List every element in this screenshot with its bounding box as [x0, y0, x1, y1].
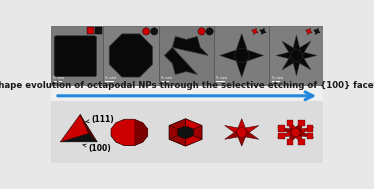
Polygon shape: [278, 129, 298, 137]
FancyBboxPatch shape: [298, 120, 305, 126]
Bar: [50, 101, 324, 163]
Text: Shape evolution of octapodal NPs through the selective etching of {100} facets: Shape evolution of octapodal NPs through…: [0, 81, 374, 90]
Text: 5 nm: 5 nm: [216, 76, 227, 80]
Polygon shape: [278, 128, 298, 135]
Polygon shape: [294, 129, 314, 137]
Circle shape: [291, 128, 300, 137]
Circle shape: [234, 48, 249, 63]
Text: (100): (100): [83, 144, 111, 153]
Polygon shape: [220, 48, 242, 63]
Polygon shape: [80, 114, 97, 142]
Circle shape: [237, 127, 247, 137]
Polygon shape: [313, 28, 320, 35]
Polygon shape: [293, 41, 311, 59]
FancyBboxPatch shape: [307, 125, 313, 132]
FancyBboxPatch shape: [287, 120, 293, 126]
Circle shape: [198, 28, 205, 35]
FancyBboxPatch shape: [54, 36, 96, 77]
Polygon shape: [169, 119, 186, 129]
Circle shape: [291, 50, 302, 61]
Polygon shape: [291, 121, 303, 134]
Polygon shape: [297, 50, 317, 61]
Polygon shape: [193, 126, 202, 139]
Polygon shape: [242, 48, 264, 63]
Polygon shape: [165, 36, 208, 74]
Polygon shape: [234, 34, 249, 55]
Polygon shape: [291, 35, 301, 55]
Bar: [50, 85, 324, 101]
Bar: [269, 26, 324, 85]
Circle shape: [142, 28, 150, 35]
Bar: [216, 81, 225, 82]
Polygon shape: [294, 128, 314, 135]
Polygon shape: [282, 41, 300, 59]
Circle shape: [150, 28, 158, 35]
Bar: [159, 26, 214, 85]
Polygon shape: [260, 28, 266, 35]
Polygon shape: [291, 131, 303, 144]
Bar: [103, 26, 159, 85]
FancyBboxPatch shape: [278, 133, 285, 139]
Polygon shape: [239, 129, 259, 139]
Polygon shape: [186, 119, 202, 129]
Polygon shape: [169, 136, 186, 146]
Polygon shape: [225, 129, 245, 139]
Polygon shape: [239, 125, 259, 136]
FancyBboxPatch shape: [307, 133, 313, 139]
Text: (111): (111): [86, 115, 114, 124]
FancyBboxPatch shape: [278, 125, 285, 132]
Polygon shape: [234, 55, 249, 77]
Bar: [272, 81, 280, 82]
Polygon shape: [111, 132, 148, 146]
Bar: [214, 26, 269, 85]
Polygon shape: [236, 132, 247, 146]
Polygon shape: [291, 55, 301, 76]
FancyBboxPatch shape: [298, 139, 305, 145]
Polygon shape: [236, 119, 247, 132]
Text: 5 nm: 5 nm: [105, 76, 116, 80]
Polygon shape: [186, 136, 202, 146]
Bar: [87, 27, 94, 34]
Text: 5 nm: 5 nm: [272, 76, 283, 80]
FancyBboxPatch shape: [287, 139, 293, 145]
Bar: [50, 26, 103, 85]
Polygon shape: [109, 34, 152, 77]
Polygon shape: [282, 52, 300, 70]
Bar: [95, 27, 102, 34]
Polygon shape: [111, 119, 148, 146]
Polygon shape: [169, 119, 202, 146]
Text: 5 nm: 5 nm: [53, 76, 64, 80]
Polygon shape: [251, 28, 258, 35]
Text: 5 nm: 5 nm: [161, 76, 172, 80]
Polygon shape: [60, 133, 97, 142]
Polygon shape: [288, 131, 300, 144]
Polygon shape: [169, 126, 178, 139]
Polygon shape: [306, 28, 312, 35]
Polygon shape: [293, 52, 311, 70]
Circle shape: [206, 28, 213, 35]
Bar: [105, 81, 114, 82]
Polygon shape: [288, 121, 300, 134]
Bar: [161, 81, 169, 82]
Bar: [53, 81, 61, 82]
Polygon shape: [134, 119, 148, 146]
Polygon shape: [60, 114, 89, 142]
Polygon shape: [225, 125, 245, 136]
Polygon shape: [276, 50, 297, 61]
